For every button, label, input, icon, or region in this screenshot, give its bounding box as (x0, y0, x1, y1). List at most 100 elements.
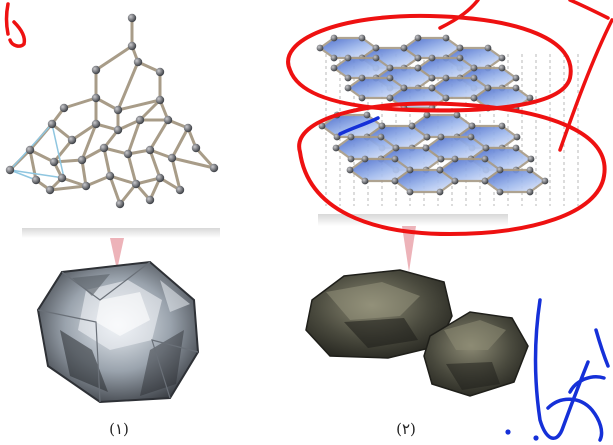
graphite-atom (363, 111, 371, 119)
graphite-atom (428, 54, 436, 62)
blue-stroke-small (338, 116, 380, 136)
graphite-atom (456, 44, 464, 52)
graphite-atom (526, 94, 534, 102)
graphite-atom (498, 122, 506, 130)
diamond-bond (50, 122, 74, 142)
graphite-atom (406, 166, 414, 174)
graphite-atom (442, 94, 450, 102)
diamond-bond (28, 148, 56, 164)
diamond-bond (94, 44, 134, 72)
graphite-atom (392, 144, 400, 152)
diamond-atom (59, 103, 69, 113)
diamond-bond (48, 184, 88, 192)
graphite-atom (414, 34, 422, 42)
graphite-atom (346, 166, 354, 174)
red-arrow-left (438, 0, 480, 30)
diamond-atom (133, 57, 143, 67)
diamond-atom (91, 93, 101, 103)
diamond-bond (80, 158, 88, 188)
graphite-atom (391, 177, 399, 185)
graphite-atom (330, 64, 338, 72)
diamond-bond (170, 126, 190, 160)
diamond-atom (113, 125, 123, 135)
tetrahedron-guide-line (51, 123, 65, 179)
diamond-atom (31, 175, 41, 185)
diamond-atom (91, 119, 101, 129)
graphite-atom (512, 84, 520, 92)
tetrahedron-guide-line (9, 169, 37, 181)
diamond-atom (175, 185, 185, 195)
graphite-atom (481, 177, 489, 185)
graphite-pointer (318, 214, 508, 272)
graphite-atom (470, 94, 478, 102)
graphite-atom (442, 74, 450, 82)
diamond-atom (57, 173, 67, 183)
graphite-rock-image (305, 269, 529, 397)
diamond-atom (77, 155, 87, 165)
diamond-bond (52, 138, 74, 164)
graphite-atom (470, 74, 478, 82)
diamond-atom (113, 105, 123, 115)
diamond-atom (123, 149, 133, 159)
graphite-atom (347, 133, 355, 141)
graphite-atom (400, 44, 408, 52)
diamond-bond (126, 118, 142, 156)
diamond-bond (70, 122, 98, 142)
diamond-atom (81, 181, 91, 191)
graphite-atom (423, 133, 431, 141)
graphite-atom (372, 54, 380, 62)
graphite-atom (406, 188, 414, 196)
graphite-atom (358, 34, 366, 42)
graphite-atom (467, 133, 475, 141)
graphite-atom (377, 133, 385, 141)
graphite-atom (344, 54, 352, 62)
graphite-atom (526, 188, 534, 196)
graphite-atom (484, 84, 492, 92)
graphite-atom (428, 84, 436, 92)
graphite-atom (496, 166, 504, 174)
graphite-atom (358, 74, 366, 82)
diamond-bond (170, 156, 182, 192)
diamond-atom (67, 135, 77, 145)
graphite-atom (330, 34, 338, 42)
diamond-bond (102, 146, 112, 178)
graphite-atom (316, 44, 324, 52)
diamond-atom (155, 173, 165, 183)
graphite-atom (344, 74, 352, 82)
graphite-atom (451, 177, 459, 185)
graphite-atom (481, 155, 489, 163)
graphite-atom (513, 133, 521, 141)
diamond-bond (62, 96, 98, 110)
graphite-atom (482, 144, 490, 152)
diamond-bond (138, 98, 162, 122)
diamond-crystal-image (36, 260, 200, 404)
graphite-atom (451, 155, 459, 163)
diamond-lattice-diagram (5, 13, 219, 209)
diamond-atom (155, 95, 165, 105)
graphite-atom (437, 133, 445, 141)
graphite-atom (437, 155, 445, 163)
graphite-atom (498, 64, 506, 72)
graphite-atom (332, 144, 340, 152)
diamond-bond (108, 174, 138, 186)
graphite-atom (470, 64, 478, 72)
blue-dot-1 (505, 429, 511, 435)
diamond-bond (52, 158, 84, 164)
graphite-atom (484, 44, 492, 52)
graphite-atom (512, 144, 520, 152)
caption-diamond: (۱) (109, 420, 129, 438)
diamond-atom (127, 41, 137, 51)
diamond-bond (118, 182, 138, 206)
handwritten-annotations (4, 0, 613, 442)
graphite-atom (526, 166, 534, 174)
graphite-atom (361, 155, 369, 163)
diamond-bond (116, 60, 140, 112)
diamond-bond (116, 98, 162, 112)
diamond-atom (131, 179, 141, 189)
graphite-atom (318, 122, 326, 130)
blue-scribble-bottom-right (533, 298, 610, 442)
red-ellipse-lower-layer (297, 101, 607, 236)
diamond-atom (135, 115, 145, 125)
graphite-atom (400, 84, 408, 92)
graphite-atom (422, 144, 430, 152)
